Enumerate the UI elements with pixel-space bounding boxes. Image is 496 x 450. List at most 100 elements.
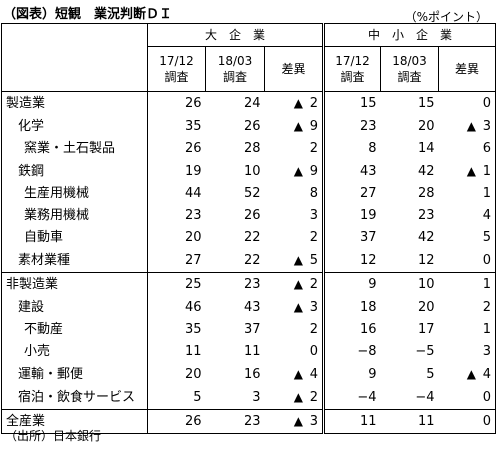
table-row: 鉄鋼 19 10 ▲ 9 43 42 ▲ 1 xyxy=(1,160,496,183)
header-row-groups: 大 企 業 中 小 企 業 xyxy=(1,23,496,92)
table-row: 運輸・郵便 20 16 ▲ 4 9 5 ▲ 4 xyxy=(1,363,496,386)
large-diff-value: ▲ 4 xyxy=(265,363,324,386)
small-1803-value: 5 xyxy=(426,366,435,382)
large-1712-value: 26 xyxy=(184,141,202,156)
row-label: 全産業 xyxy=(1,409,148,434)
table-row: 宿泊・飲食サービス 5 3 ▲ 2 −4 −4 0 xyxy=(1,386,496,410)
row-label: 業務用機械 xyxy=(1,205,148,227)
large-diff-value: ▲ 9 xyxy=(265,115,324,138)
small-1803-value: 20 xyxy=(417,299,435,315)
small-diff-value: 0 xyxy=(438,386,496,410)
table-row: 生産用機械 44 52 8 27 28 1 xyxy=(1,183,496,205)
triangle-icon: ▲ xyxy=(293,414,303,428)
table-row: 製造業 26 24 ▲ 2 15 15 0 xyxy=(1,91,496,115)
row-label: 窯業・土石製品 xyxy=(1,138,148,160)
table-row: 自動車 20 22 2 37 42 5 xyxy=(1,227,496,249)
small-1803-value: 10 xyxy=(380,272,439,296)
small-1712-value: 9 xyxy=(322,272,381,296)
small-1712-value: 16 xyxy=(322,319,381,341)
large-1712-value: 11 xyxy=(184,344,202,359)
large-1803-value: 37 xyxy=(243,322,261,337)
table-row: 業務用機械 23 26 3 19 23 4 xyxy=(1,205,496,227)
small-1712-value: −4 xyxy=(322,386,381,410)
small-diff-value: 0 xyxy=(438,249,496,273)
small-1712-value: 8 xyxy=(322,138,381,160)
large-diff-value: ▲ 3 xyxy=(264,409,324,434)
table-row: 非製造業 25 23 ▲ 2 9 10 1 xyxy=(1,272,496,296)
large-1803-value: 43 xyxy=(243,299,261,315)
small-diff-value: 3 xyxy=(438,341,496,363)
triangle-icon: ▲ xyxy=(466,164,476,178)
header-small-1712: 17/12 調査 xyxy=(322,46,381,92)
header-corner xyxy=(1,23,148,92)
large-diff-value: 3 xyxy=(309,208,319,223)
large-1803-value: 3 xyxy=(252,389,261,405)
row-label: 小売 xyxy=(1,341,148,363)
large-1803-value: 52 xyxy=(243,186,261,201)
small-diff-value: 2 xyxy=(438,296,496,319)
small-diff-value: 1 xyxy=(438,319,496,341)
row-label: 不動産 xyxy=(1,319,148,341)
small-diff-value: 6 xyxy=(438,138,496,160)
triangle-icon: ▲ xyxy=(466,119,476,133)
header-small-1803: 18/03 調査 xyxy=(380,46,439,92)
large-1803-value: 26 xyxy=(243,118,261,134)
large-1712-value: 25 xyxy=(147,272,206,296)
header-row-columns: 17/12 調査 18/03 調査 差異 17/12 調査 18/03 調査 差異 xyxy=(2,46,496,92)
large-1803-value: 28 xyxy=(243,141,261,156)
large-1712-value: 44 xyxy=(184,186,202,201)
large-1712-value: 35 xyxy=(184,322,202,337)
large-diff-value: ▲ 2 xyxy=(264,272,324,296)
triangle-icon: ▲ xyxy=(293,119,303,133)
large-1712-value: 20 xyxy=(184,230,202,245)
large-diff-value: 8 xyxy=(309,186,319,201)
small-1712-value: 15 xyxy=(322,91,381,115)
header-large-1712: 17/12 調査 xyxy=(147,46,206,92)
row-label: 運輸・郵便 xyxy=(1,363,148,386)
large-1803-value: 23 xyxy=(205,409,265,434)
table-row: 小売 11 11 0 −8 −5 3 xyxy=(1,341,496,363)
large-1712-value: 26 xyxy=(147,409,206,434)
large-diff-value: ▲ 2 xyxy=(265,386,324,410)
small-1712-value: 43 xyxy=(322,160,381,183)
small-1712-value: 11 xyxy=(322,409,381,434)
large-1712-value: 35 xyxy=(184,118,202,134)
small-diff-value: 5 xyxy=(438,227,496,249)
triangle-icon: ▲ xyxy=(293,367,303,381)
small-1712-value: 9 xyxy=(322,363,381,386)
small-1803-value: 42 xyxy=(417,163,435,179)
small-1803-value: 20 xyxy=(417,118,435,134)
row-label: 鉄鋼 xyxy=(1,160,148,183)
small-1803-value: −5 xyxy=(415,344,435,359)
row-label: 自動車 xyxy=(1,227,148,249)
table-row: 建設 46 43 ▲ 3 18 20 2 xyxy=(1,296,496,319)
small-1712-value: 18 xyxy=(322,296,381,319)
large-1712-value: 26 xyxy=(147,91,206,115)
row-label: 生産用機械 xyxy=(1,183,148,205)
large-1803-value: 26 xyxy=(243,208,261,223)
small-diff-value: ▲ 1 xyxy=(438,160,496,183)
row-label: 非製造業 xyxy=(1,272,148,296)
small-diff-value: 1 xyxy=(438,272,496,296)
large-diff-value: ▲ 2 xyxy=(264,91,324,115)
triangle-icon: ▲ xyxy=(293,164,303,178)
triangle-icon: ▲ xyxy=(293,277,303,291)
triangle-icon: ▲ xyxy=(293,96,303,110)
row-label: 建設 xyxy=(1,296,148,319)
row-label: 化学 xyxy=(1,115,148,138)
small-diff-value: 0 xyxy=(438,91,496,115)
small-1803-value: −4 xyxy=(415,389,435,405)
small-1712-value: 23 xyxy=(322,115,381,138)
large-diff-value: 2 xyxy=(309,322,319,337)
small-1803-value: 28 xyxy=(417,186,435,201)
header-large-diff: 差異 xyxy=(263,46,324,92)
triangle-icon: ▲ xyxy=(293,390,303,404)
large-diff-value: ▲ 3 xyxy=(265,296,324,319)
triangle-icon: ▲ xyxy=(293,253,303,267)
large-1803-value: 22 xyxy=(243,230,261,245)
business-conditions-table: 大 企 業 中 小 企 業 17/12 調査 18/03 調査 差異 17/12 調査… xyxy=(1,23,496,434)
large-1803-value: 11 xyxy=(243,344,261,359)
small-1803-value: 42 xyxy=(417,230,435,245)
large-diff-value: ▲ 5 xyxy=(265,249,324,273)
small-1712-value: 19 xyxy=(322,205,381,227)
